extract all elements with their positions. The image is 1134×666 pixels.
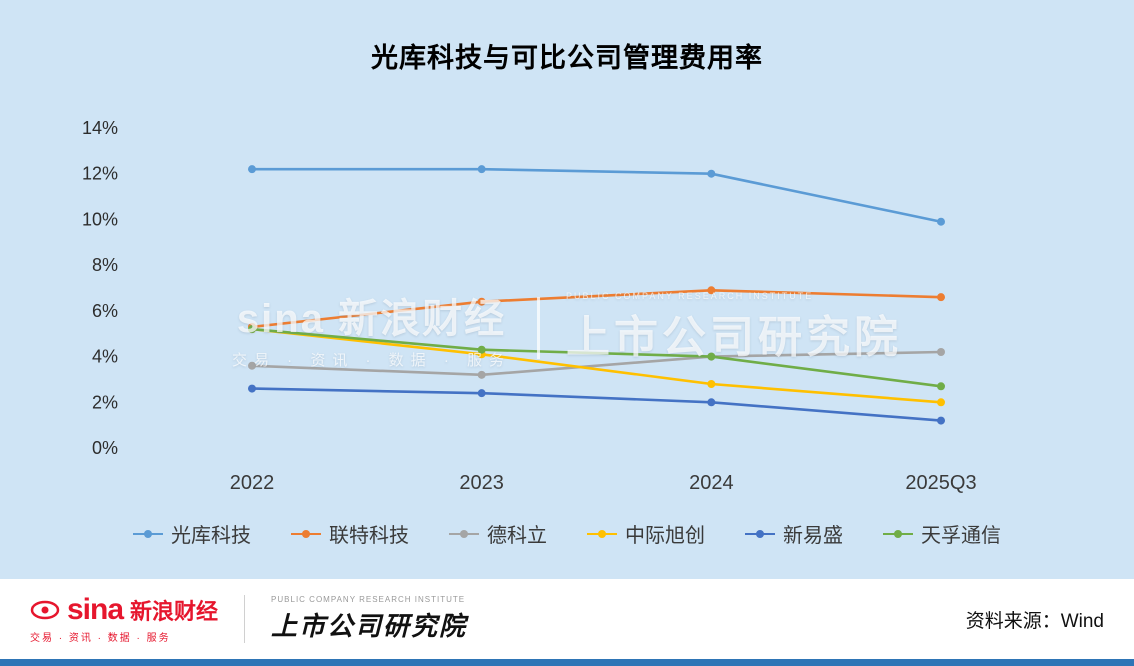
series-point bbox=[937, 416, 945, 425]
series-point bbox=[477, 345, 486, 354]
x-axis-tick-label: 2022 bbox=[230, 472, 275, 494]
x-axis-tick-label: 2023 bbox=[459, 472, 504, 494]
series-point bbox=[937, 398, 945, 407]
series-line bbox=[251, 288, 942, 329]
series-point bbox=[248, 165, 256, 174]
y-axis-tick-label: 0% bbox=[92, 438, 118, 458]
legend-marker bbox=[883, 528, 913, 540]
legend-item-tianfu: 天孚通信 bbox=[883, 519, 1001, 548]
sina-wordmark: sina bbox=[67, 593, 124, 626]
y-axis-tick-label: 12% bbox=[82, 164, 118, 184]
series-point bbox=[937, 293, 945, 302]
chart-title: 光库科技与可比公司管理费用率 bbox=[371, 43, 763, 73]
sina-logo-row: sina 新浪财经 bbox=[30, 594, 218, 626]
footer: sina 新浪财经 交易 · 资讯 · 数据 · 服务 PUBLIC COMPA… bbox=[0, 579, 1134, 659]
y-axis-tick-label: 2% bbox=[92, 392, 118, 412]
legend-item-guangku: 光库科技 bbox=[133, 519, 251, 548]
series-point bbox=[477, 165, 486, 174]
legend-item-zhongji: 中际旭创 bbox=[587, 519, 705, 548]
legend-label: 天孚通信 bbox=[921, 525, 1001, 547]
legend-label: 新易盛 bbox=[783, 525, 843, 547]
sina-eye-icon bbox=[30, 600, 60, 620]
bottom-accent-bar bbox=[0, 659, 1134, 666]
series-point bbox=[707, 380, 716, 388]
series-point bbox=[937, 217, 945, 226]
sina-logo-block: sina 新浪财经 交易 · 资讯 · 数据 · 服务 bbox=[30, 594, 218, 645]
series-point bbox=[707, 352, 716, 361]
legend-marker bbox=[291, 528, 321, 540]
legend-label: 联特科技 bbox=[329, 525, 409, 547]
legend-marker bbox=[587, 528, 617, 540]
sina-name: 新浪财经 bbox=[130, 599, 219, 624]
legend-label: 光库科技 bbox=[171, 525, 251, 547]
data-source-text: 资料来源：Wind bbox=[965, 610, 1104, 632]
legend-marker bbox=[449, 528, 479, 540]
series-point bbox=[707, 169, 716, 178]
x-axis-tick-label: 2025Q3 bbox=[905, 472, 976, 494]
series-point bbox=[707, 286, 716, 295]
legend: 光库科技 联特科技 德科立 中际旭创 新易盛 天孚通信 bbox=[0, 519, 1134, 548]
sina-services-text: 交易 · 资讯 · 数据 · 服务 bbox=[30, 633, 171, 644]
legend-marker bbox=[133, 528, 163, 540]
legend-label: 德科立 bbox=[487, 525, 547, 547]
series-line bbox=[251, 387, 942, 422]
series-point bbox=[248, 325, 256, 334]
series-point bbox=[477, 297, 486, 306]
line-chart: 0% 2% 4% 6% 8% 10% 12% 14% 2022 2023 2024 2025Q3 bbox=[82, 118, 977, 494]
y-axis-tick-label: 8% bbox=[92, 255, 118, 275]
series-point bbox=[937, 348, 945, 356]
series-line bbox=[251, 327, 942, 404]
series-line bbox=[251, 327, 942, 388]
y-axis-tick-label: 14% bbox=[82, 118, 118, 138]
y-axis-tick-label: 4% bbox=[92, 347, 118, 367]
series-point bbox=[248, 384, 256, 393]
series-point bbox=[477, 370, 486, 379]
series-point bbox=[937, 382, 945, 391]
legend-item-liante: 联特科技 bbox=[291, 519, 409, 548]
series-line bbox=[252, 167, 942, 223]
x-axis-tick-label: 2024 bbox=[689, 472, 734, 494]
institute-name: 上市公司研究院 bbox=[271, 611, 468, 641]
y-axis-tick-label: 10% bbox=[82, 209, 118, 229]
series-line bbox=[251, 350, 942, 377]
legend-marker bbox=[745, 528, 775, 540]
footer-divider bbox=[244, 595, 246, 643]
legend-item-xinyisheng: 新易盛 bbox=[745, 519, 843, 548]
institute-english-text: PUBLIC COMPANY RESEARCH INSTITUTE bbox=[271, 595, 466, 604]
legend-item-dekeli: 德科立 bbox=[449, 519, 547, 548]
series-point bbox=[707, 398, 716, 407]
series-point bbox=[477, 389, 486, 398]
legend-label: 中际旭创 bbox=[625, 525, 705, 547]
y-axis-tick-label: 6% bbox=[92, 301, 118, 321]
institute-logo-block: PUBLIC COMPANY RESEARCH INSTITUTE 上市公司研究… bbox=[271, 595, 467, 643]
series-point bbox=[248, 361, 256, 370]
